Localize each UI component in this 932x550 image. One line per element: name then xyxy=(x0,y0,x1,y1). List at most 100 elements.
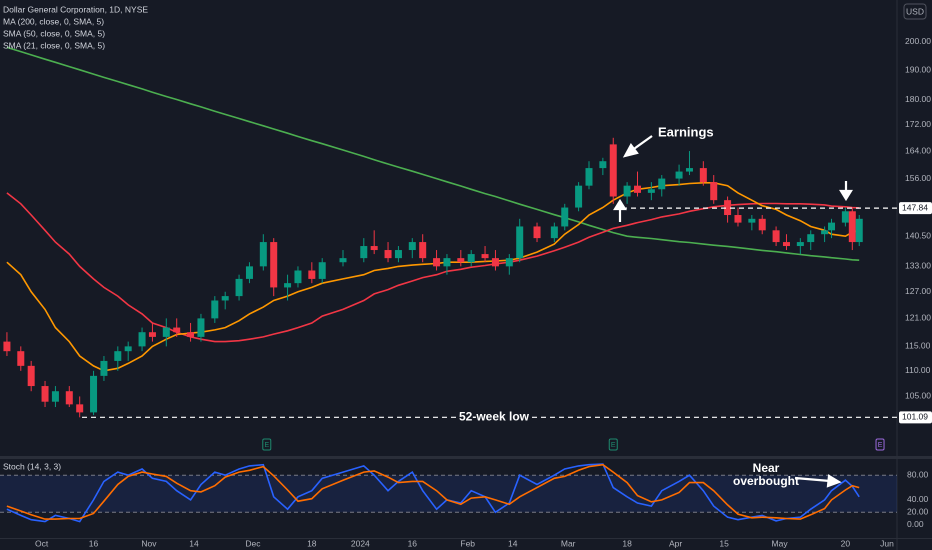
candle-body xyxy=(758,218,766,231)
candle-body xyxy=(370,246,378,251)
x-tick-label: 2024 xyxy=(351,538,370,548)
y-tick-label: 180.00 xyxy=(905,94,931,104)
candle-body xyxy=(807,234,815,243)
candle-body xyxy=(173,327,181,333)
earnings-marker xyxy=(262,438,272,451)
y-tick-label: 80.00 xyxy=(907,469,929,479)
currency-box xyxy=(903,3,927,20)
series-line xyxy=(6,463,860,520)
candle-body xyxy=(685,168,693,172)
candle-body xyxy=(634,185,642,193)
candle-body xyxy=(17,351,25,366)
candle-body xyxy=(3,341,11,352)
x-tick-label: Nov xyxy=(141,538,157,548)
y-tick-label: 140.50 xyxy=(905,230,931,240)
candle-body xyxy=(796,242,804,247)
candle-body xyxy=(100,360,108,376)
x-tick-label: 14 xyxy=(189,538,199,548)
y-tick-label: 115.00 xyxy=(905,341,931,351)
earnings-label: E xyxy=(264,442,269,449)
annotation: Near overbought xyxy=(733,461,799,488)
currency: USD xyxy=(906,6,924,16)
x-tick-label: 14 xyxy=(508,538,518,548)
arrowhead xyxy=(826,474,842,488)
y-tick-label: 105.00 xyxy=(905,391,931,401)
candle-body xyxy=(162,327,170,337)
annotation-bg xyxy=(458,409,530,426)
candle-body xyxy=(187,332,195,337)
candle-body xyxy=(394,250,402,259)
price-label-box xyxy=(899,411,932,424)
y-tick-label: 164.00 xyxy=(905,145,931,155)
candle-body xyxy=(221,296,229,301)
y-tick-label: 0.00 xyxy=(907,519,924,529)
candle-body xyxy=(724,200,732,216)
earnings-label: E xyxy=(878,442,883,449)
y-tick-label: 121.00 xyxy=(905,313,931,323)
y-tick-label: 133.00 xyxy=(905,261,931,271)
candle-body xyxy=(114,351,122,361)
annotation: Earnings xyxy=(658,124,714,139)
candle-body xyxy=(419,242,427,259)
candle-body xyxy=(211,300,219,319)
candle-body xyxy=(848,211,856,243)
candle-body xyxy=(27,365,35,387)
y-tick-label: 200.00 xyxy=(905,36,931,46)
candle-body xyxy=(561,207,569,227)
candle-body xyxy=(467,254,475,263)
candle-body xyxy=(270,242,278,288)
candle-body xyxy=(658,178,666,190)
series-line xyxy=(6,46,860,261)
candle-body xyxy=(51,391,59,402)
earnings-label: E xyxy=(611,442,616,449)
candle-body xyxy=(550,226,558,239)
x-tick-label: May xyxy=(772,538,789,548)
y-tick-label: 172.00 xyxy=(905,119,931,129)
candle-body xyxy=(284,283,292,288)
axes: 200.00190.00180.00172.00164.00156.00140.… xyxy=(35,36,932,548)
candle-body xyxy=(41,386,49,402)
candle-body xyxy=(855,218,863,243)
arrowhead xyxy=(613,198,627,211)
candle-body xyxy=(828,222,836,231)
candle-body xyxy=(710,182,718,201)
candle-body xyxy=(259,242,267,267)
y-tick-label: 110.00 xyxy=(905,365,931,375)
stoch-pane xyxy=(0,463,897,523)
candle-body xyxy=(491,258,499,267)
legend-title: Dollar General Corporation, 1D, NYSE xyxy=(3,4,148,14)
x-tick-label: 15 xyxy=(719,538,729,548)
stoch-title: Stoch (14, 3, 3) xyxy=(3,461,61,471)
candle-body xyxy=(599,161,607,169)
candle-body xyxy=(443,258,451,267)
candle-body xyxy=(734,215,742,223)
candle-body xyxy=(481,254,489,259)
candle-body xyxy=(294,270,302,284)
candle-body xyxy=(308,270,316,279)
candle-body xyxy=(90,375,98,413)
price-label-box xyxy=(899,202,932,215)
earnings-marker xyxy=(608,438,618,451)
candle-body xyxy=(505,258,513,267)
x-tick-label: Dec xyxy=(245,538,261,548)
candle-body xyxy=(384,250,392,259)
annotation: 52-week low xyxy=(459,409,530,423)
x-tick-label: Jun xyxy=(880,538,894,548)
band xyxy=(0,475,897,513)
candle-body xyxy=(138,332,146,347)
candle-body xyxy=(148,332,156,337)
candle-body xyxy=(575,185,583,208)
legend-entry: MA (200, close, 0, SMA, 5) xyxy=(3,16,104,26)
candle-body xyxy=(76,404,84,413)
x-tick-label: Feb xyxy=(460,538,475,548)
y-tick-label: 20.00 xyxy=(907,507,929,517)
y-tick-label: 190.00 xyxy=(905,64,931,74)
y-tick-label: 156.00 xyxy=(905,173,931,183)
candle-body xyxy=(623,185,631,197)
x-tick-label: 16 xyxy=(89,538,99,548)
candle-body xyxy=(516,226,524,259)
candle-body xyxy=(235,278,243,297)
legend-entry: SMA (21, close, 0, SMA, 5) xyxy=(3,40,105,50)
